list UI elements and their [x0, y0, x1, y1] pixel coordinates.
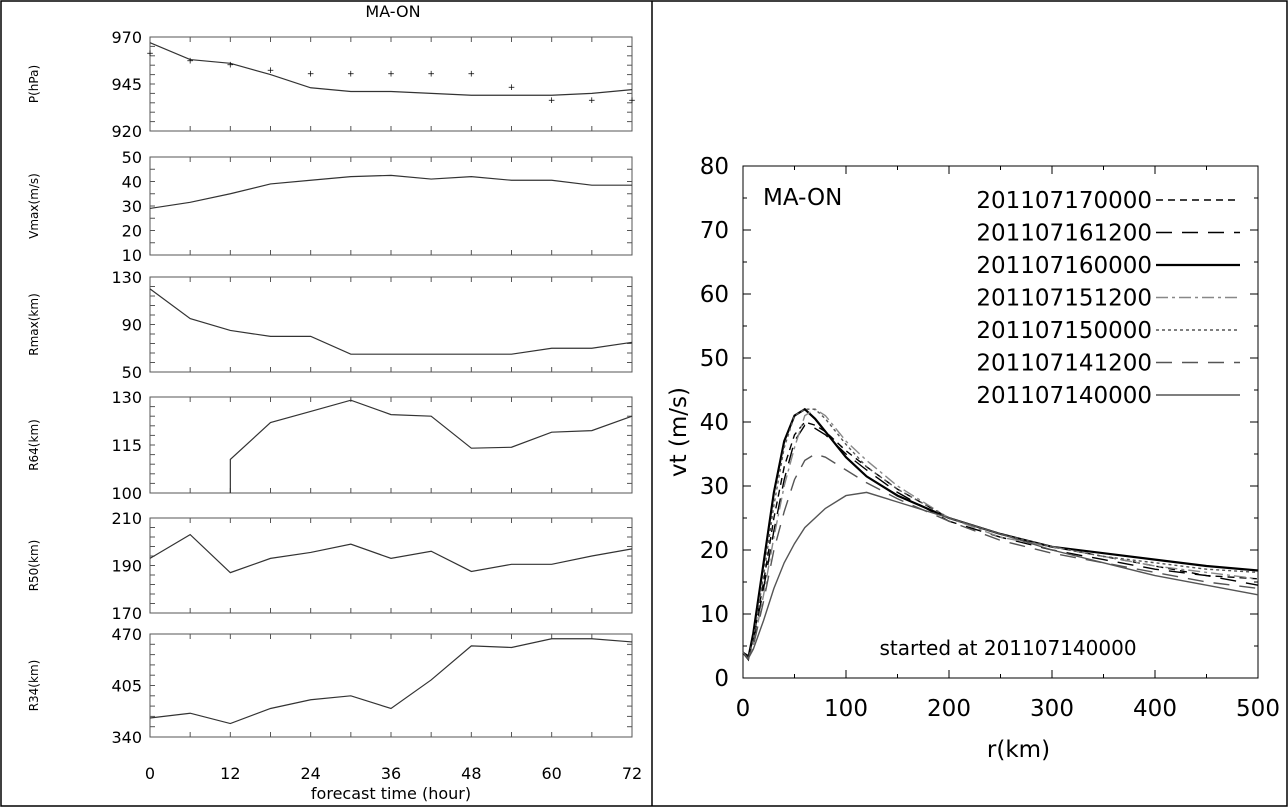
- y-tick-label: 50: [122, 148, 142, 167]
- y-tick-label: 130: [111, 388, 142, 407]
- observation-marker: +: [267, 66, 275, 76]
- x-tick-label: 0: [145, 764, 155, 783]
- observation-marker: +: [468, 70, 476, 80]
- legend-label: 201107170000: [976, 188, 1152, 214]
- forecast-panel-3: 130 90 50 Rmax(km): [27, 268, 633, 382]
- y-tick-label: 0: [714, 666, 729, 692]
- y-axis-label: P(hPa): [27, 65, 41, 103]
- left-panels: 970 945 920 P(hPa) + + + + + + + + + + + + +50 40 30 20 10 Vm…: [27, 28, 642, 803]
- forecast-panel-4: 130 115 100 R64(km): [27, 388, 633, 503]
- x-axis-label: forecast time (hour): [311, 784, 471, 803]
- y-tick-label: 115: [111, 436, 142, 455]
- forecast-line: [149, 42, 633, 96]
- x-tick-label: 300: [1030, 696, 1074, 722]
- y-tick-label: 50: [700, 346, 729, 372]
- forecast-line: [229, 399, 633, 493]
- y-tick-label: 10: [700, 602, 729, 628]
- forecast-line: [149, 288, 633, 355]
- observation-marker: +: [548, 96, 556, 106]
- y-tick-label: 470: [111, 625, 142, 644]
- observation-marker: +: [347, 70, 355, 80]
- x-tick-label: 200: [927, 696, 971, 722]
- forecast-line: [149, 638, 633, 725]
- y-axis-label: vt (m/s): [666, 387, 692, 477]
- x-tick-label: 24: [300, 764, 320, 783]
- x-tick-label: 72: [622, 764, 642, 783]
- y-axis-label: R64(km): [27, 419, 41, 471]
- observation-marker: +: [508, 83, 516, 93]
- legend: 201107170000 201107161200 201107160000 2011…: [976, 188, 1240, 409]
- observation-marker: +: [588, 96, 596, 106]
- y-tick-label: 340: [111, 728, 142, 747]
- x-tick-label: 0: [736, 696, 751, 722]
- profile-line-201107141200: [742, 453, 1259, 661]
- x-tick-label: 12: [220, 764, 240, 783]
- y-tick-label: 190: [111, 557, 142, 576]
- profile-line-201107160000: [742, 407, 1259, 662]
- y-tick-label: 30: [700, 474, 729, 500]
- y-tick-label: 130: [111, 268, 142, 287]
- y-tick-label: 60: [700, 282, 729, 308]
- forecast-panel-2: 50 40 30 20 10 Vmax(m/s): [27, 148, 633, 265]
- y-tick-label: 210: [111, 509, 142, 528]
- legend-label: 201107140000: [976, 383, 1152, 409]
- observation-marker: +: [146, 49, 154, 59]
- y-tick-label: 90: [122, 316, 142, 335]
- observation-marker: +: [186, 57, 194, 67]
- legend-label: 201107161200: [976, 221, 1152, 247]
- legend-label: 201107151200: [976, 286, 1152, 312]
- forecast-panel-5: 210 190 170 R50(km): [27, 509, 633, 623]
- observation-marker: +: [628, 96, 636, 106]
- observation-marker: +: [427, 70, 435, 80]
- x-tick-label: 60: [541, 764, 561, 783]
- y-tick-label: 970: [111, 28, 142, 47]
- y-axis-label: Vmax(m/s): [27, 173, 41, 239]
- y-tick-label: 20: [700, 538, 729, 564]
- y-tick-label: 10: [122, 246, 142, 265]
- observation-marker: +: [307, 70, 315, 80]
- legend-label: 201107150000: [976, 318, 1152, 344]
- left-figure-title: MA-ON: [365, 2, 420, 21]
- y-tick-label: 20: [122, 222, 142, 241]
- forecast-panel-6: 470 405 340 R34(km) 0 12 24 36 48 60 72 forecast ti…: [27, 625, 642, 803]
- observation-marker: +: [227, 60, 235, 70]
- y-tick-label: 920: [111, 122, 142, 141]
- legend-label: 201107141200: [976, 351, 1152, 377]
- radial-profile-chart: 0 100 200 300 400 500 0 10 20 30 40 50 60 70 80 r(km) vt…: [666, 154, 1280, 763]
- forecast-panel-1: 970 945 920 P(hPa) + + + + + + + + + + + + +: [27, 28, 636, 141]
- y-tick-label: 80: [700, 154, 729, 180]
- y-tick-label: 30: [122, 197, 142, 216]
- y-axis-label: R50(km): [27, 540, 41, 592]
- x-tick-label: 36: [381, 764, 401, 783]
- y-tick-label: 40: [122, 173, 142, 192]
- x-tick-label: 48: [461, 764, 481, 783]
- y-tick-label: 170: [111, 604, 142, 623]
- chart-title: MA-ON: [763, 185, 842, 211]
- y-tick-label: 945: [111, 75, 142, 94]
- forecast-line: [149, 174, 632, 210]
- x-tick-label: 400: [1133, 696, 1177, 722]
- observation-marker: +: [387, 70, 395, 80]
- x-axis-label: r(km): [987, 737, 1050, 763]
- legend-label: 201107160000: [976, 253, 1152, 279]
- y-axis-label: Rmax(km): [27, 293, 41, 355]
- profile-line-201107140000: [742, 491, 1259, 661]
- profile-line-201107150000: [742, 408, 1259, 661]
- y-tick-label: 40: [700, 410, 729, 436]
- y-tick-label: 100: [111, 484, 142, 503]
- start-time-annotation: started at 201107140000: [879, 636, 1136, 660]
- forecast-line: [149, 533, 633, 574]
- x-tick-label: 100: [824, 696, 868, 722]
- y-axis-label: R34(km): [27, 660, 41, 712]
- x-tick-label: 500: [1236, 696, 1280, 722]
- y-tick-label: 50: [122, 363, 142, 382]
- y-tick-label: 70: [700, 218, 729, 244]
- y-tick-label: 405: [111, 677, 142, 696]
